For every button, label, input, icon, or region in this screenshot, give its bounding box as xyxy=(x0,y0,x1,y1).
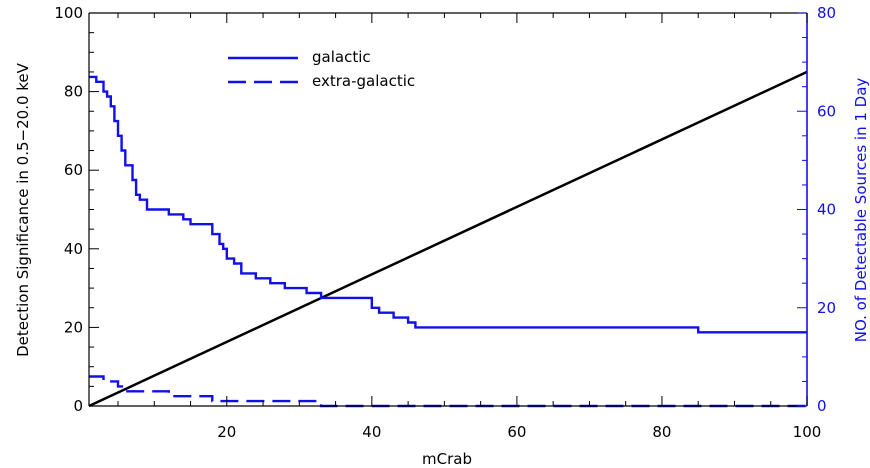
y-left-tick-label: 40 xyxy=(64,240,83,258)
axes xyxy=(88,12,808,407)
y-right-tick-label: 40 xyxy=(817,201,836,219)
y-left-tick-label: 100 xyxy=(54,4,83,22)
y-left-tick-label: 20 xyxy=(64,318,83,336)
x-axis-label: mCrab xyxy=(422,450,472,468)
x-tick-label: 20 xyxy=(217,423,236,441)
y-axis-right-label: NO. of Detectable Sources in 1 Day xyxy=(852,78,870,343)
series-line-galactic xyxy=(89,75,807,334)
y-right-tick-label: 0 xyxy=(817,397,827,415)
x-tick-label: 100 xyxy=(793,423,822,441)
y-left-tick-label: 80 xyxy=(64,83,83,101)
y-right-tick-label: 60 xyxy=(817,102,836,120)
series-line-0 xyxy=(88,70,808,408)
legend: galactic extra-galactic xyxy=(228,48,415,90)
y-right-tick-label: 80 xyxy=(817,4,836,22)
ticks xyxy=(89,12,808,407)
series-line-extra-galactic xyxy=(89,375,807,408)
x-tick-label: 40 xyxy=(362,423,381,441)
legend-galactic-label: galactic xyxy=(312,48,371,66)
legend-extra-galactic-label: extra-galactic xyxy=(312,72,415,90)
y-left-tick-label: 0 xyxy=(73,397,83,415)
y-left-tick-label: 60 xyxy=(64,161,83,179)
y-right-tick-label: 20 xyxy=(817,299,836,317)
y-axis-left-label: Detection Significance in 0.5−20.0 keV xyxy=(14,62,32,357)
tick-labels: 20 40 60 80 100 0 20 40 60 80 100 0 20 40 60 80 xyxy=(54,4,836,441)
plot-area xyxy=(88,70,808,408)
x-tick-label: 80 xyxy=(652,423,671,441)
x-tick-label: 60 xyxy=(507,423,526,441)
